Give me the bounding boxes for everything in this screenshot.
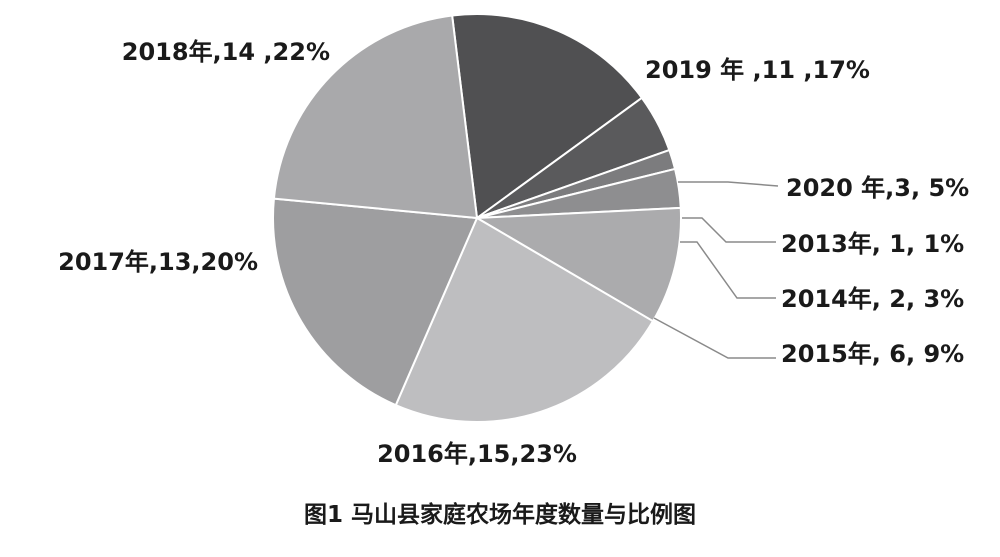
slice-label-2015: 2015年, 6, 9% (781, 340, 964, 368)
slice-label-2013: 2013年, 1, 1% (781, 230, 964, 258)
chart-title: 图1 马山县家庭农场年度数量与比例图 (304, 501, 696, 528)
slice-label-2020: 2020 年,3, 5% (786, 174, 969, 202)
leader-lines (653, 181, 779, 359)
pie-slice-2018 (272, 14, 479, 220)
slice-labels: 2019 年 ,11 ,17% 2020 年,3, 5% 2013年, 1, 1% 2… (58, 38, 969, 468)
leader-line-2020 (678, 181, 779, 187)
pie-slice-2019 (451, 13, 644, 220)
slice-label-2019: 2019 年 ,11 ,17% (645, 56, 870, 84)
pie-slices (272, 13, 682, 423)
pie-slice-2016 (394, 216, 655, 423)
pie-slice-2017 (272, 197, 479, 407)
slice-label-2014: 2014年, 2, 3% (781, 285, 964, 313)
leader-line-2014 (680, 241, 776, 299)
slice-label-2016: 2016年,15,23% (377, 440, 577, 468)
slice-label-2017: 2017年,13,20% (58, 248, 258, 276)
leader-line-2015 (653, 317, 776, 359)
slice-label-2018: 2018年,14 ,22% (122, 38, 330, 66)
leader-line-2013 (682, 217, 776, 243)
